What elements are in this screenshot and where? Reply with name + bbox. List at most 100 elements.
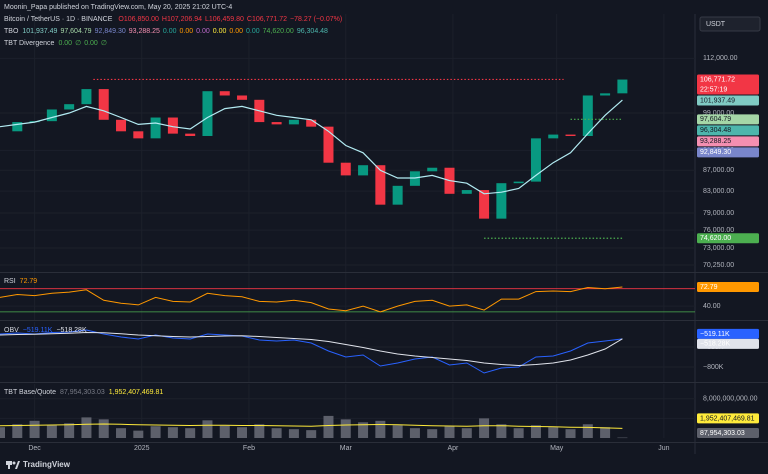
indicator-value: ∅ — [75, 40, 81, 47]
brand-logo — [6, 461, 20, 469]
price-label: 96,304.48 — [700, 127, 731, 134]
volume-bar — [617, 437, 628, 439]
axis-value-label: 72.79 — [700, 284, 718, 291]
indicator-line — [0, 329, 623, 374]
logo-part — [6, 461, 12, 465]
volume-bar — [254, 424, 265, 438]
candle — [565, 134, 576, 136]
y-tick-label: 79,000.00 — [703, 210, 734, 217]
volume-bar — [185, 428, 196, 438]
axis-value-label-box — [697, 428, 759, 438]
ohlc-value: H107,206.94 — [162, 16, 202, 23]
indicator-value: 0.00 — [84, 40, 98, 47]
price-label-box — [697, 147, 759, 158]
pane-title: RSI — [4, 278, 16, 285]
candle — [133, 131, 144, 139]
y-tick-label: 83,000.00 — [703, 188, 734, 195]
chart-title: Bitcoin / TetherUS · 1D · BINANCE — [4, 16, 113, 23]
currency[interactable]: USDT — [706, 21, 726, 28]
candle — [461, 190, 472, 194]
price-label: 74,620.00 — [700, 235, 731, 242]
axis-value-label: −518.28K — [700, 341, 730, 348]
axis-value-label-box — [697, 413, 759, 424]
logo-part — [8, 465, 10, 469]
logo-part — [15, 461, 20, 469]
legend-value: 1,952,407,469.81 — [109, 389, 164, 396]
price-label-box — [697, 74, 759, 95]
candle — [427, 167, 438, 172]
volume-bar — [116, 428, 127, 438]
volume-bar — [340, 419, 351, 438]
candle — [582, 95, 593, 136]
candle — [530, 138, 541, 182]
indicator-value: 74,620.00 — [263, 28, 294, 35]
candle — [81, 89, 92, 105]
candle — [116, 119, 127, 132]
ohlc-value: L106,459.80 — [205, 16, 244, 23]
volume-bar — [133, 430, 144, 438]
pane-title: OBV — [4, 327, 19, 334]
candle — [98, 89, 109, 120]
candle — [600, 93, 611, 96]
indicator-value: 0.00 — [246, 28, 260, 35]
logo-part — [12, 461, 16, 465]
price-label: 92,849.30 — [700, 149, 731, 156]
volume-bar — [306, 430, 317, 438]
y-tick-label: 40.00 — [703, 303, 721, 310]
y-tick-label: 8,000,000,000.00 — [703, 396, 758, 403]
volume-bar — [271, 428, 282, 438]
volume-bar — [565, 429, 576, 438]
volume-bar — [392, 425, 403, 438]
x-tick-label: Mar — [340, 445, 353, 452]
volume-bar — [461, 428, 472, 438]
indicator-value: 0.00 — [196, 28, 210, 35]
volume-bar — [46, 425, 57, 438]
candle — [323, 126, 334, 163]
candle — [358, 165, 369, 176]
x-tick-label: 2025 — [134, 445, 150, 452]
volume-bar — [167, 427, 178, 438]
volume-bar — [530, 425, 541, 438]
volume-bar — [548, 427, 559, 438]
volume-bar — [12, 424, 23, 438]
y-tick-label: −800K — [703, 364, 724, 371]
indicator-value: ∅ — [101, 40, 107, 47]
currency-button[interactable] — [699, 16, 761, 32]
volume-bar — [98, 419, 109, 438]
volume-bar — [219, 425, 230, 438]
y-tick-label: 70,250.00 — [703, 262, 734, 269]
indicator-line — [0, 99, 623, 195]
candle — [288, 119, 299, 125]
volume-bar — [81, 417, 92, 438]
volume-bar — [0, 427, 5, 438]
candle — [271, 122, 282, 125]
legend-value: −519.11K — [23, 327, 53, 334]
candle — [202, 91, 213, 136]
price-label-box — [697, 233, 759, 244]
indicator-line — [0, 286, 623, 313]
volume-bar — [582, 424, 593, 438]
legend-value: 87,954,303.03 — [60, 389, 105, 396]
price-label-box — [697, 136, 759, 147]
indicator-name: TBO — [4, 28, 19, 35]
ohlc-value: O106,850.00 — [118, 16, 159, 23]
legend-value: −518.28K — [56, 327, 86, 334]
volume-bar — [444, 426, 455, 438]
publish-note: Moonin_Papa published on TradingView.com… — [4, 4, 232, 11]
legend-value: 72.79 — [20, 278, 38, 285]
indicator-value: 93,288.25 — [129, 28, 160, 35]
volume-bar — [323, 415, 334, 438]
volume-bar — [600, 427, 611, 438]
brand: TradingView — [23, 460, 71, 469]
price-label-box — [697, 114, 759, 125]
indicator-value: 0.00 — [163, 28, 177, 35]
indicator-value: 0.00 — [180, 28, 194, 35]
price-label: 97,604.79 — [700, 116, 731, 123]
volume-bar — [427, 429, 438, 438]
indicator-value: 101,937.49 — [22, 28, 57, 35]
axis-value-label-box — [697, 328, 759, 339]
candle — [306, 119, 317, 127]
y-tick-label: 87,000.00 — [703, 167, 734, 174]
axis-value-label-box — [697, 338, 759, 349]
